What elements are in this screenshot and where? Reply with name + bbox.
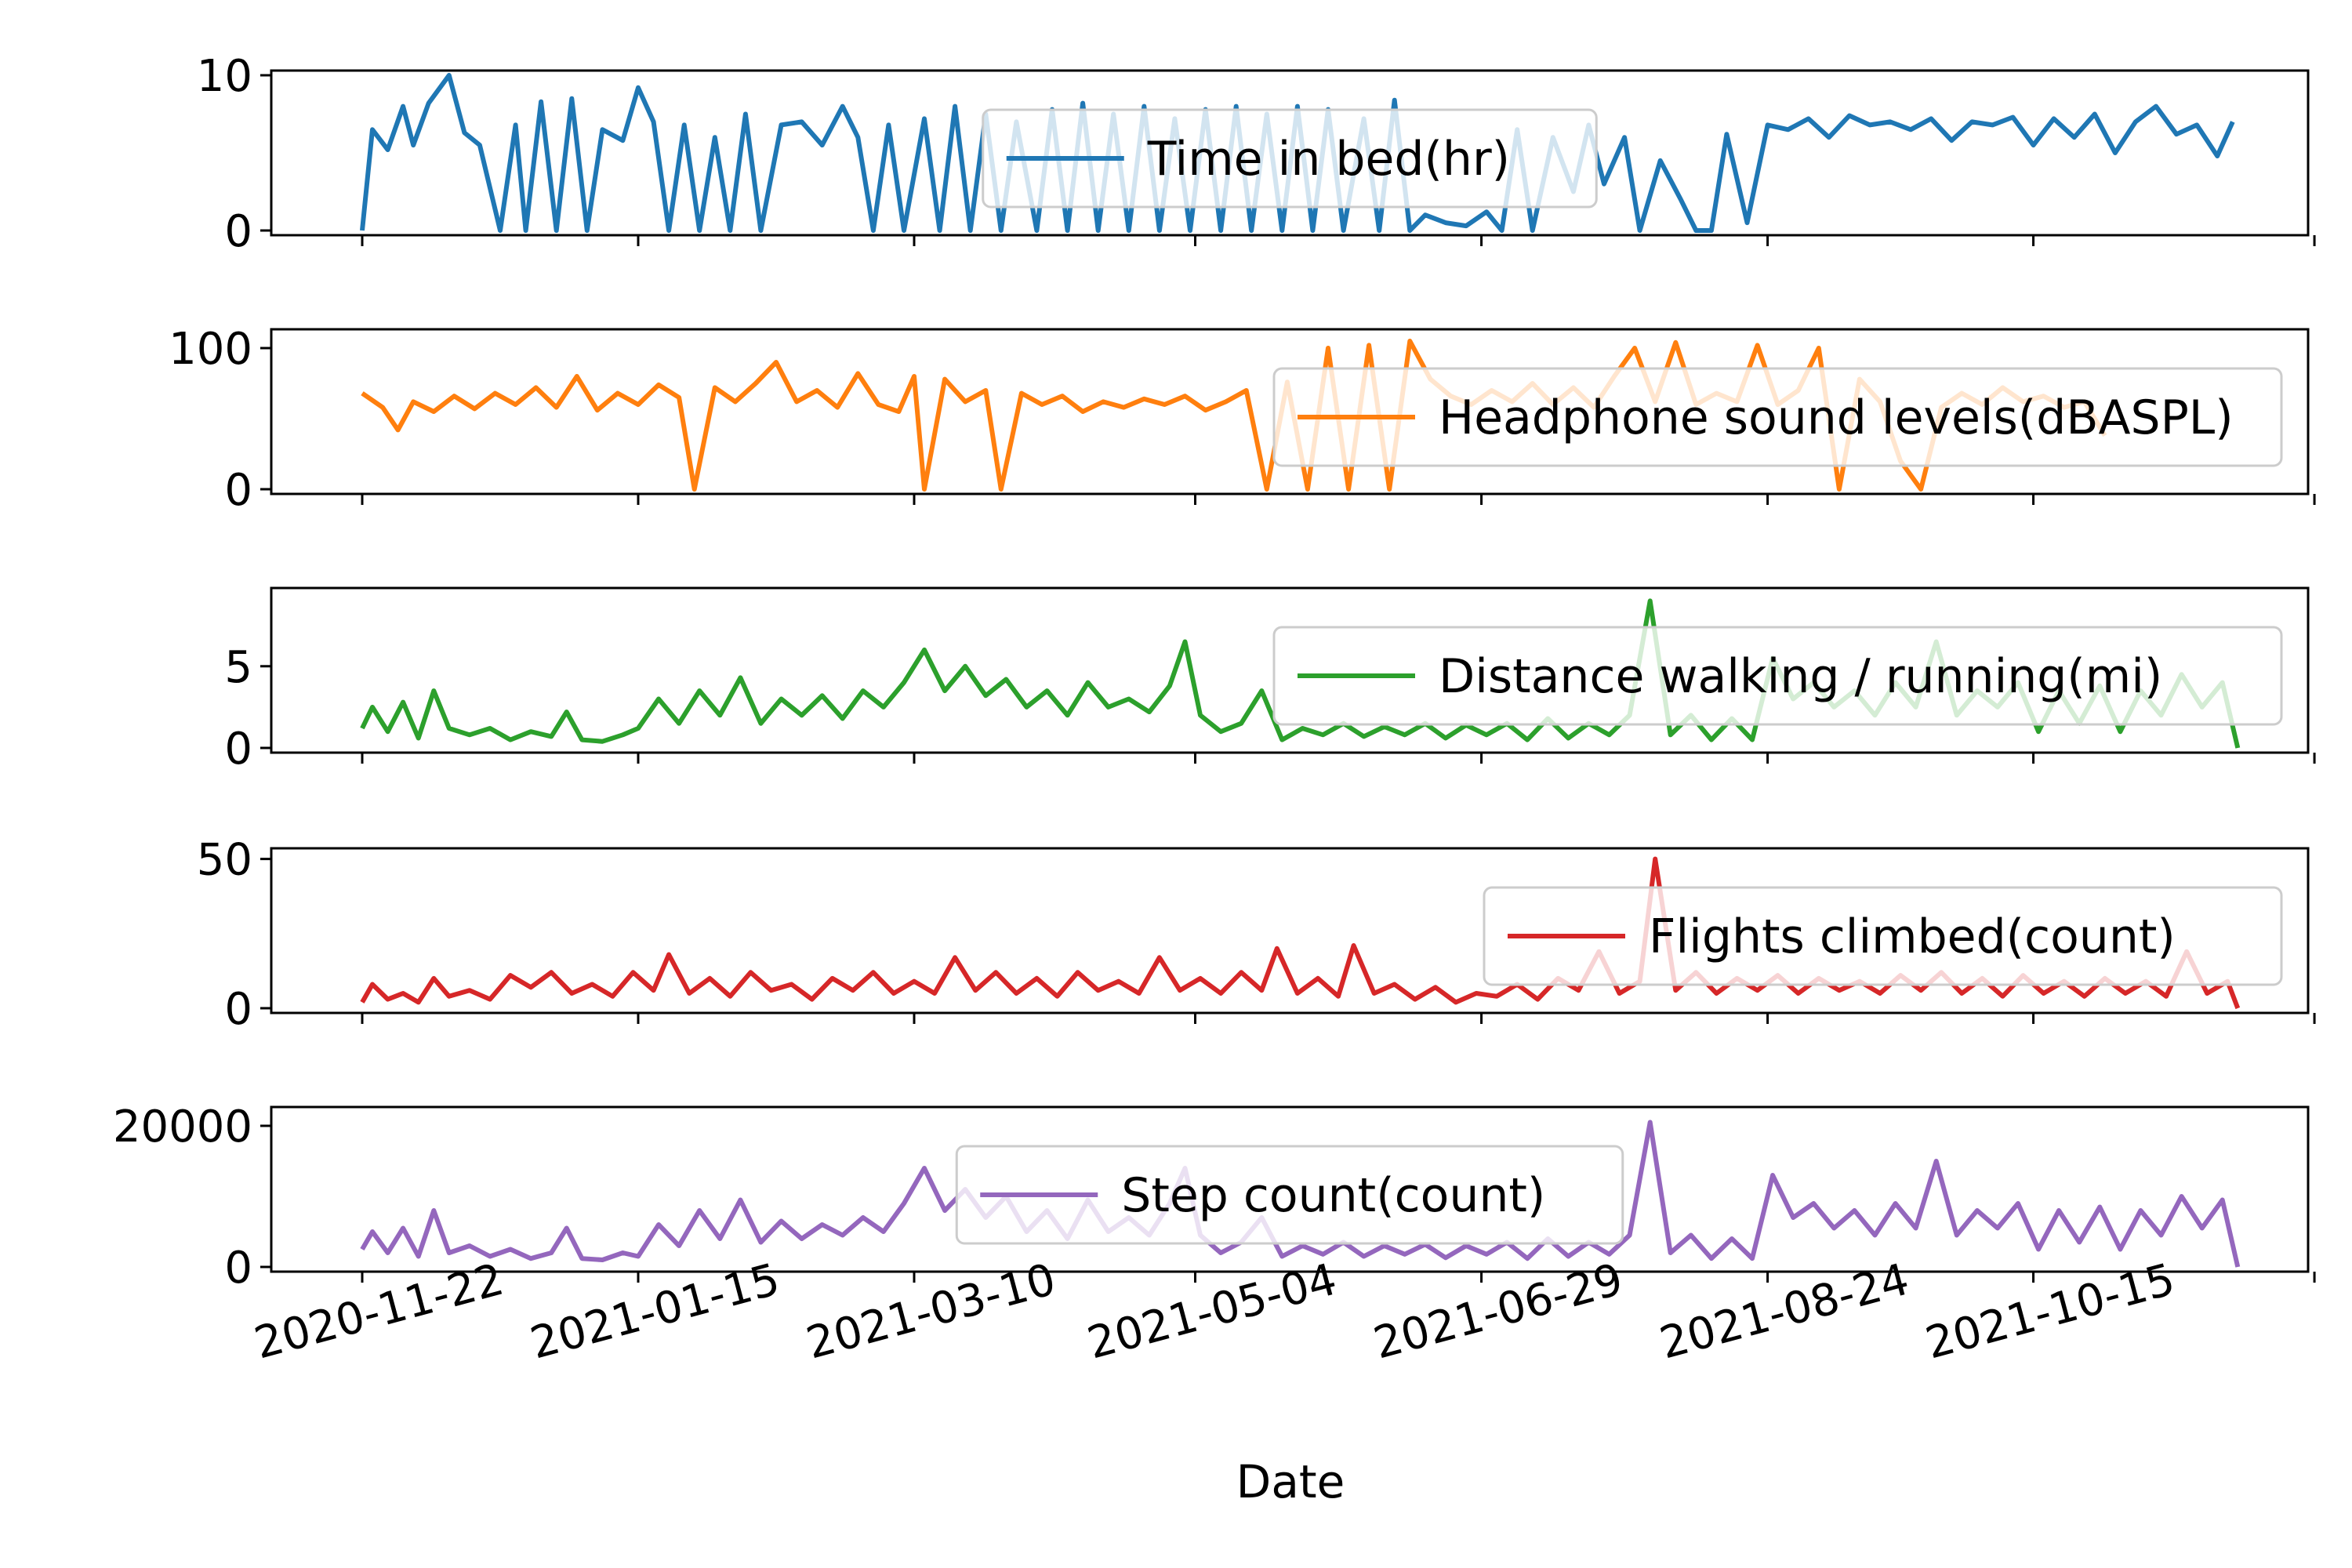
- y-tick-label: 50: [197, 835, 252, 886]
- legend-box: [982, 108, 1598, 209]
- axes-frame: [270, 328, 2310, 495]
- subplot-1: 0 10 Time in bed(hr): [197, 51, 2316, 257]
- legend-label: Headphone sound levels(dBASPL): [1439, 390, 2234, 445]
- legend-box: [1272, 367, 2283, 467]
- y-tick-label: 0: [224, 465, 252, 516]
- y-tick-label: 0: [224, 206, 252, 257]
- y-tick-label: 5: [224, 642, 252, 693]
- axes-frame: [270, 69, 2310, 237]
- legend-box: [1483, 886, 2283, 986]
- y-tick-label: 0: [224, 724, 252, 775]
- x-axis-label: Date: [1236, 1455, 1345, 1508]
- legend-label: Time in bed(hr): [1147, 132, 1510, 187]
- y-tick-label: 20000: [113, 1102, 252, 1152]
- y-tick-label: 0: [224, 1243, 252, 1294]
- legend-label: Flights climbed(count): [1649, 909, 2176, 964]
- axes-frame: [270, 847, 2310, 1014]
- legend-label: Step count(count): [1121, 1168, 1545, 1223]
- subplot-2: 0 100 Headphone sound levels(dBASPL): [169, 324, 2316, 516]
- legend-label: Distance walking / running(mi): [1439, 649, 2162, 704]
- legend-box: [955, 1145, 1624, 1245]
- axes-frame: [270, 586, 2310, 754]
- axes-frame: [270, 1105, 2310, 1273]
- y-tick-label: 0: [224, 984, 252, 1035]
- y-tick-label: 10: [197, 51, 252, 102]
- subplot-3: 0 5 Distance walking / running(mi): [224, 586, 2316, 775]
- subplot-4: 0 50 Flights climbed(count): [197, 835, 2316, 1035]
- y-tick-label: 100: [169, 324, 252, 375]
- series-line: [360, 856, 2241, 1010]
- legend-box: [1272, 626, 2283, 726]
